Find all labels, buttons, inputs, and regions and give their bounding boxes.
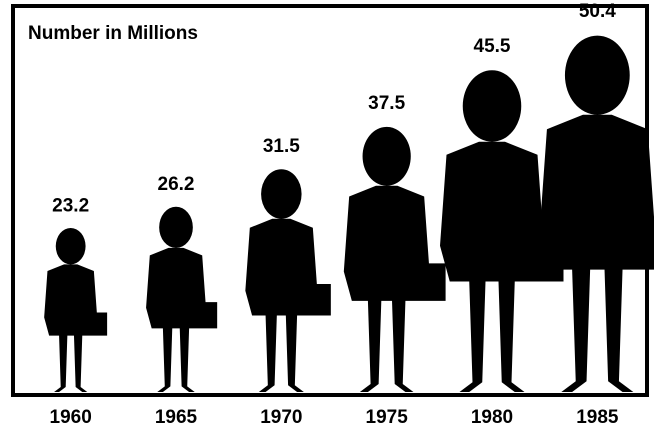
x-tick-label: 1985 <box>576 407 619 428</box>
x-tick-label: 1960 <box>50 407 92 428</box>
figure <box>245 169 331 392</box>
frame <box>11 4 649 397</box>
value-label: 37.5 <box>368 93 405 114</box>
figure <box>440 70 564 392</box>
value-label: 31.5 <box>263 136 300 157</box>
figure <box>343 126 446 393</box>
x-tick-label: 1970 <box>260 407 302 428</box>
value-label: 26.2 <box>158 174 195 195</box>
figure <box>44 227 108 392</box>
x-tick-label: 1965 <box>155 407 198 428</box>
x-tick-label: 1980 <box>471 407 513 428</box>
value-label: 23.2 <box>52 195 89 216</box>
x-tick-label: 1975 <box>366 407 409 428</box>
figure <box>146 206 218 392</box>
figure <box>539 35 654 392</box>
value-label: 45.5 <box>474 36 511 57</box>
value-label: 50.4 <box>579 1 616 22</box>
chart-title: Number in Millions <box>28 23 198 44</box>
